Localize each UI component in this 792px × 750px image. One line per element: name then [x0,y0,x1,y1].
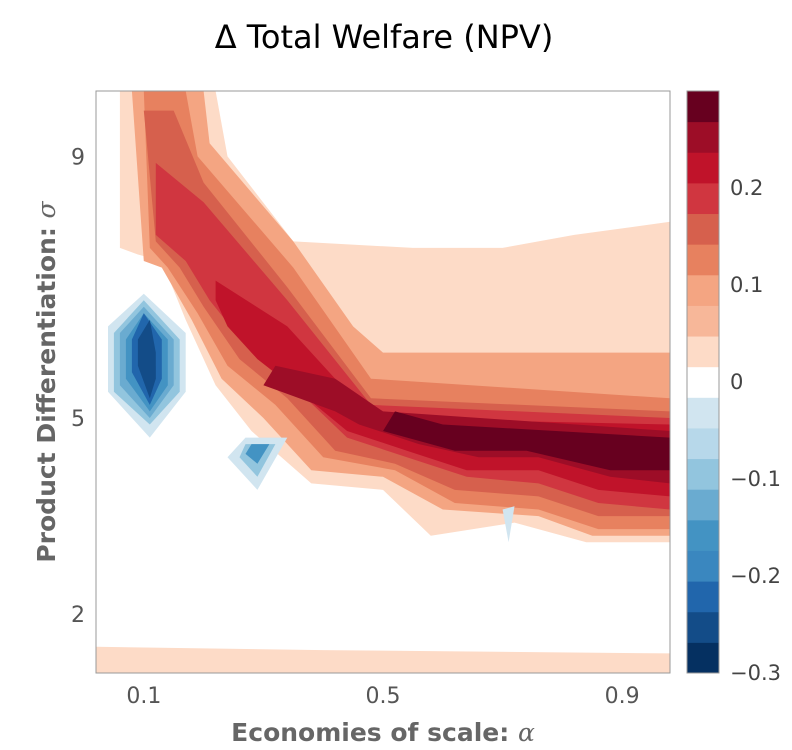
colorbar [686,90,720,674]
colorbar-segment [687,581,719,613]
colorbar-segment [687,366,719,398]
colorbar-segment [687,152,719,184]
contour-band-bottom [96,646,670,673]
y-tick-label: 5 [71,407,85,432]
negative-contour-9 [502,506,515,543]
plot-frame [95,90,671,674]
colorbar-segment [687,550,719,582]
colorbar-tick-label: −0.2 [730,564,781,588]
colorbar-segment [687,489,719,521]
colorbar-segment [687,213,719,245]
colorbar-tick-label: 0 [730,370,743,394]
colorbar-segment [687,121,719,153]
colorbar-segment [687,458,719,490]
x-tick-label: 0.9 [605,684,640,709]
y-axis-label: Product Differentiation: σ [32,200,61,562]
colorbar-tick-label: 0.1 [730,273,763,297]
negative-contour-8 [245,444,270,464]
colorbar-segment [687,336,719,368]
colorbar-segment [687,397,719,429]
colorbar-frame [686,90,720,674]
y-tick-label: 9 [71,145,85,170]
colorbar-segment [687,91,719,123]
contour-fills [96,91,670,673]
chart-title: Δ Total Welfare (NPV) [215,18,554,56]
colorbar-tick-label: −0.3 [730,661,781,685]
y-axis-label-symbol: σ [32,200,61,218]
colorbar-segment [687,244,719,276]
contour-level-7 [383,411,670,471]
y-axis-label-text: Product Differentiation: [32,218,61,562]
x-axis-label-symbol: α [518,718,535,747]
negative-contour-5 [137,319,156,399]
x-axis-ticks: 0.1 0.5 0.9 [126,684,639,709]
colorbar-segment [687,182,719,215]
y-tick-label: 2 [71,603,85,628]
colorbar-segment [687,427,719,460]
colorbar-segment [687,305,719,337]
x-axis-label: Economies of scale: α [231,718,535,747]
x-axis-label-text: Economies of scale: [231,718,518,747]
x-tick-label: 0.1 [126,684,161,709]
colorbar-segment [687,519,719,551]
colorbar-segment [687,611,719,643]
y-axis-ticks: 2 5 9 [71,145,85,628]
x-tick-label: 0.5 [366,684,401,709]
colorbar-ticks: −0.3 −0.2 −0.1 0 0.1 0.2 [730,176,781,685]
plot-area [95,90,671,674]
colorbar-tick-label: 0.2 [730,176,763,200]
colorbar-tick-label: −0.1 [730,467,781,491]
colorbar-segment [687,642,719,674]
colorbar-segment [687,274,719,306]
